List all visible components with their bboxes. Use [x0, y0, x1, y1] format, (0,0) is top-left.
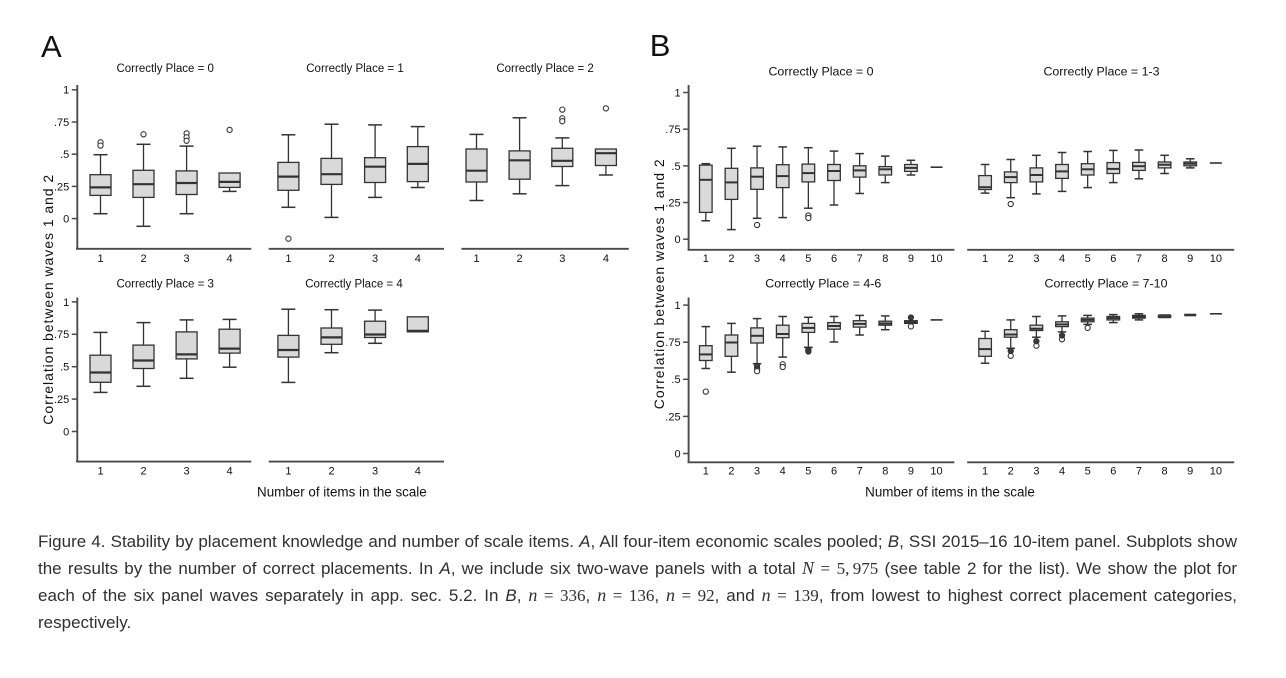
svg-text:1: 1: [703, 253, 709, 265]
svg-text:3: 3: [372, 253, 378, 265]
svg-text:2: 2: [140, 253, 146, 265]
svg-text:0: 0: [63, 426, 69, 438]
svg-text:1: 1: [674, 87, 680, 99]
svg-text:Correctly Place = 1: Correctly Place = 1: [306, 63, 403, 75]
svg-text:Correlation between waves 1 an: Correlation between waves 1 and 2: [40, 174, 56, 425]
svg-text:B: B: [650, 28, 671, 63]
svg-text:4: 4: [780, 466, 786, 478]
svg-text:1: 1: [703, 466, 709, 478]
svg-text:3: 3: [1033, 253, 1039, 265]
svg-text:1: 1: [97, 253, 103, 265]
svg-text:.75: .75: [54, 329, 69, 341]
svg-text:4: 4: [415, 253, 421, 265]
svg-text:8: 8: [882, 253, 888, 265]
svg-text:1: 1: [285, 253, 291, 265]
svg-text:.75: .75: [54, 117, 69, 129]
svg-text:6: 6: [1110, 253, 1116, 265]
svg-text:7: 7: [857, 253, 863, 265]
svg-text:9: 9: [908, 253, 914, 265]
svg-text:5: 5: [805, 253, 811, 265]
svg-text:3: 3: [372, 466, 378, 478]
svg-text:10: 10: [1210, 466, 1222, 478]
svg-text:5: 5: [805, 466, 811, 478]
svg-text:3: 3: [1033, 466, 1039, 478]
svg-text:8: 8: [882, 466, 888, 478]
svg-text:.25: .25: [665, 197, 680, 209]
svg-text:4: 4: [227, 253, 233, 265]
svg-text:6: 6: [1110, 466, 1116, 478]
svg-text:2: 2: [1008, 466, 1014, 478]
svg-text:10: 10: [1210, 253, 1222, 265]
svg-text:3: 3: [754, 253, 760, 265]
svg-text:9: 9: [1187, 466, 1193, 478]
svg-text:Correctly Place = 2: Correctly Place = 2: [496, 63, 593, 75]
svg-text:2: 2: [728, 253, 734, 265]
svg-text:5: 5: [1085, 466, 1091, 478]
svg-text:.25: .25: [54, 181, 69, 193]
svg-text:3: 3: [559, 253, 565, 265]
svg-text:1: 1: [982, 466, 988, 478]
svg-text:.5: .5: [60, 149, 69, 161]
svg-text:.75: .75: [665, 124, 680, 136]
svg-text:7: 7: [857, 466, 863, 478]
svg-text:1: 1: [285, 466, 291, 478]
svg-text:4: 4: [603, 253, 609, 265]
svg-text:4: 4: [227, 466, 233, 478]
svg-text:2: 2: [1008, 253, 1014, 265]
svg-text:0: 0: [63, 214, 69, 226]
svg-text:Correctly Place = 0: Correctly Place = 0: [116, 63, 213, 75]
svg-text:10: 10: [930, 466, 942, 478]
svg-text:Correctly Place = 1-3: Correctly Place = 1-3: [1043, 64, 1159, 78]
svg-text:A: A: [41, 29, 62, 64]
svg-text:Number of items in the scale: Number of items in the scale: [257, 485, 427, 500]
svg-text:.25: .25: [54, 394, 69, 406]
svg-text:2: 2: [517, 253, 523, 265]
svg-text:7: 7: [1136, 466, 1142, 478]
svg-text:5: 5: [1085, 253, 1091, 265]
svg-text:.5: .5: [671, 374, 680, 386]
svg-text:4: 4: [780, 253, 786, 265]
svg-text:8: 8: [1162, 466, 1168, 478]
svg-text:2: 2: [328, 253, 334, 265]
svg-text:2: 2: [140, 466, 146, 478]
svg-text:2: 2: [728, 466, 734, 478]
svg-text:.5: .5: [671, 161, 680, 173]
svg-text:Correctly Place = 4: Correctly Place = 4: [305, 279, 403, 291]
svg-text:Number of items in the scale: Number of items in the scale: [865, 485, 1035, 500]
svg-text:3: 3: [754, 466, 760, 478]
svg-text:.75: .75: [665, 337, 680, 349]
svg-text:2: 2: [328, 466, 334, 478]
svg-text:Correctly Place = 7-10: Correctly Place = 7-10: [1045, 277, 1168, 291]
svg-text:0: 0: [674, 234, 680, 246]
svg-text:.5: .5: [60, 362, 69, 374]
svg-text:1: 1: [63, 297, 69, 309]
svg-text:Correctly Place = 3: Correctly Place = 3: [116, 279, 213, 291]
svg-text:1: 1: [63, 85, 69, 97]
svg-text:9: 9: [1187, 253, 1193, 265]
svg-text:Correctly Place = 4-6: Correctly Place = 4-6: [765, 277, 881, 291]
svg-text:4: 4: [1059, 253, 1065, 265]
svg-text:6: 6: [831, 466, 837, 478]
svg-text:10: 10: [930, 253, 942, 265]
svg-text:1: 1: [97, 466, 103, 478]
svg-text:3: 3: [184, 466, 190, 478]
svg-text:Correlation between waves 1 an: Correlation between waves 1 and 2: [651, 158, 667, 409]
svg-text:3: 3: [184, 253, 190, 265]
svg-text:1: 1: [473, 253, 479, 265]
svg-text:6: 6: [831, 253, 837, 265]
svg-text:8: 8: [1162, 253, 1168, 265]
svg-text:1: 1: [982, 253, 988, 265]
svg-text:.25: .25: [665, 411, 680, 423]
svg-text:9: 9: [908, 466, 914, 478]
svg-text:Correctly Place = 0: Correctly Place = 0: [768, 64, 873, 78]
svg-text:7: 7: [1136, 253, 1142, 265]
svg-text:0: 0: [674, 448, 680, 460]
svg-text:4: 4: [1059, 466, 1065, 478]
svg-text:4: 4: [415, 466, 421, 478]
svg-text:1: 1: [674, 300, 680, 312]
